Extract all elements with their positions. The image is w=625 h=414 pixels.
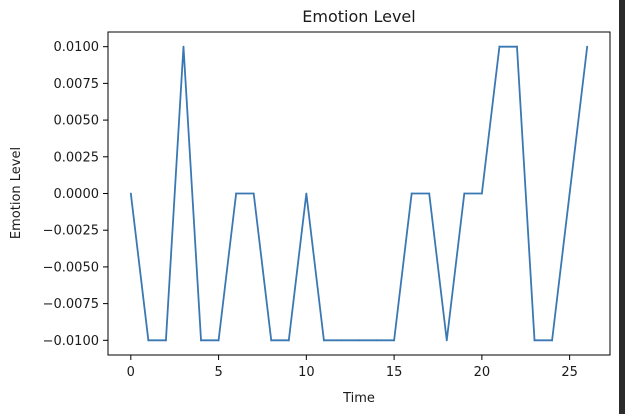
plot-area-frame	[107, 31, 611, 356]
data-point	[375, 339, 378, 342]
data-point	[165, 339, 167, 342]
data-point	[428, 192, 431, 195]
window-edge-strip	[619, 0, 625, 414]
data-point	[147, 339, 150, 342]
data-point	[410, 192, 413, 195]
data-point	[463, 192, 466, 195]
x-axis-ticks: 0 5 10 15 20 25	[127, 355, 578, 380]
data-point	[533, 339, 536, 342]
data-point	[393, 339, 396, 342]
y-tick-label: −0.0075	[43, 297, 99, 312]
data-point	[270, 339, 273, 342]
y-tick-label: −0.0025	[43, 224, 99, 239]
data-series-line	[129, 45, 589, 342]
y-axis-label: Emotion Level	[9, 147, 24, 239]
data-point	[305, 192, 308, 195]
data-point	[498, 45, 501, 48]
x-tick-label: 20	[474, 365, 491, 380]
data-point	[322, 339, 325, 342]
y-tick-label: 0.0100	[54, 40, 100, 55]
y-tick-label: 0.0000	[54, 187, 100, 202]
y-tick-label: 0.0050	[54, 114, 100, 129]
data-point	[551, 339, 553, 342]
data-point	[480, 192, 483, 195]
y-axis-ticks: −0.0100 −0.0075 −0.0050 −0.0025 0.0000 0.0025…	[43, 40, 108, 349]
data-point	[182, 45, 185, 48]
x-tick-label: 15	[386, 365, 403, 380]
x-tick-label: 5	[214, 365, 222, 380]
x-tick-label: 25	[561, 365, 578, 380]
data-point	[445, 339, 448, 342]
data-point	[568, 192, 571, 195]
data-point	[217, 339, 220, 342]
x-axis-label: Time	[342, 391, 375, 406]
data-point	[287, 339, 290, 342]
data-point	[586, 45, 589, 48]
data-point	[340, 339, 343, 342]
x-tick-label: 10	[298, 365, 315, 380]
data-point	[252, 192, 255, 195]
data-point	[516, 45, 518, 48]
chart-title: Emotion Level	[302, 7, 415, 26]
data-point	[200, 339, 202, 342]
y-tick-label: 0.0025	[54, 150, 100, 165]
y-tick-label: −0.0100	[43, 334, 99, 349]
data-point	[129, 192, 132, 195]
x-tick-label: 0	[127, 365, 135, 380]
data-point	[358, 339, 360, 342]
y-tick-label: 0.0075	[54, 77, 100, 92]
data-points	[129, 45, 589, 342]
y-tick-label: −0.0050	[43, 260, 99, 275]
data-point	[235, 192, 238, 195]
